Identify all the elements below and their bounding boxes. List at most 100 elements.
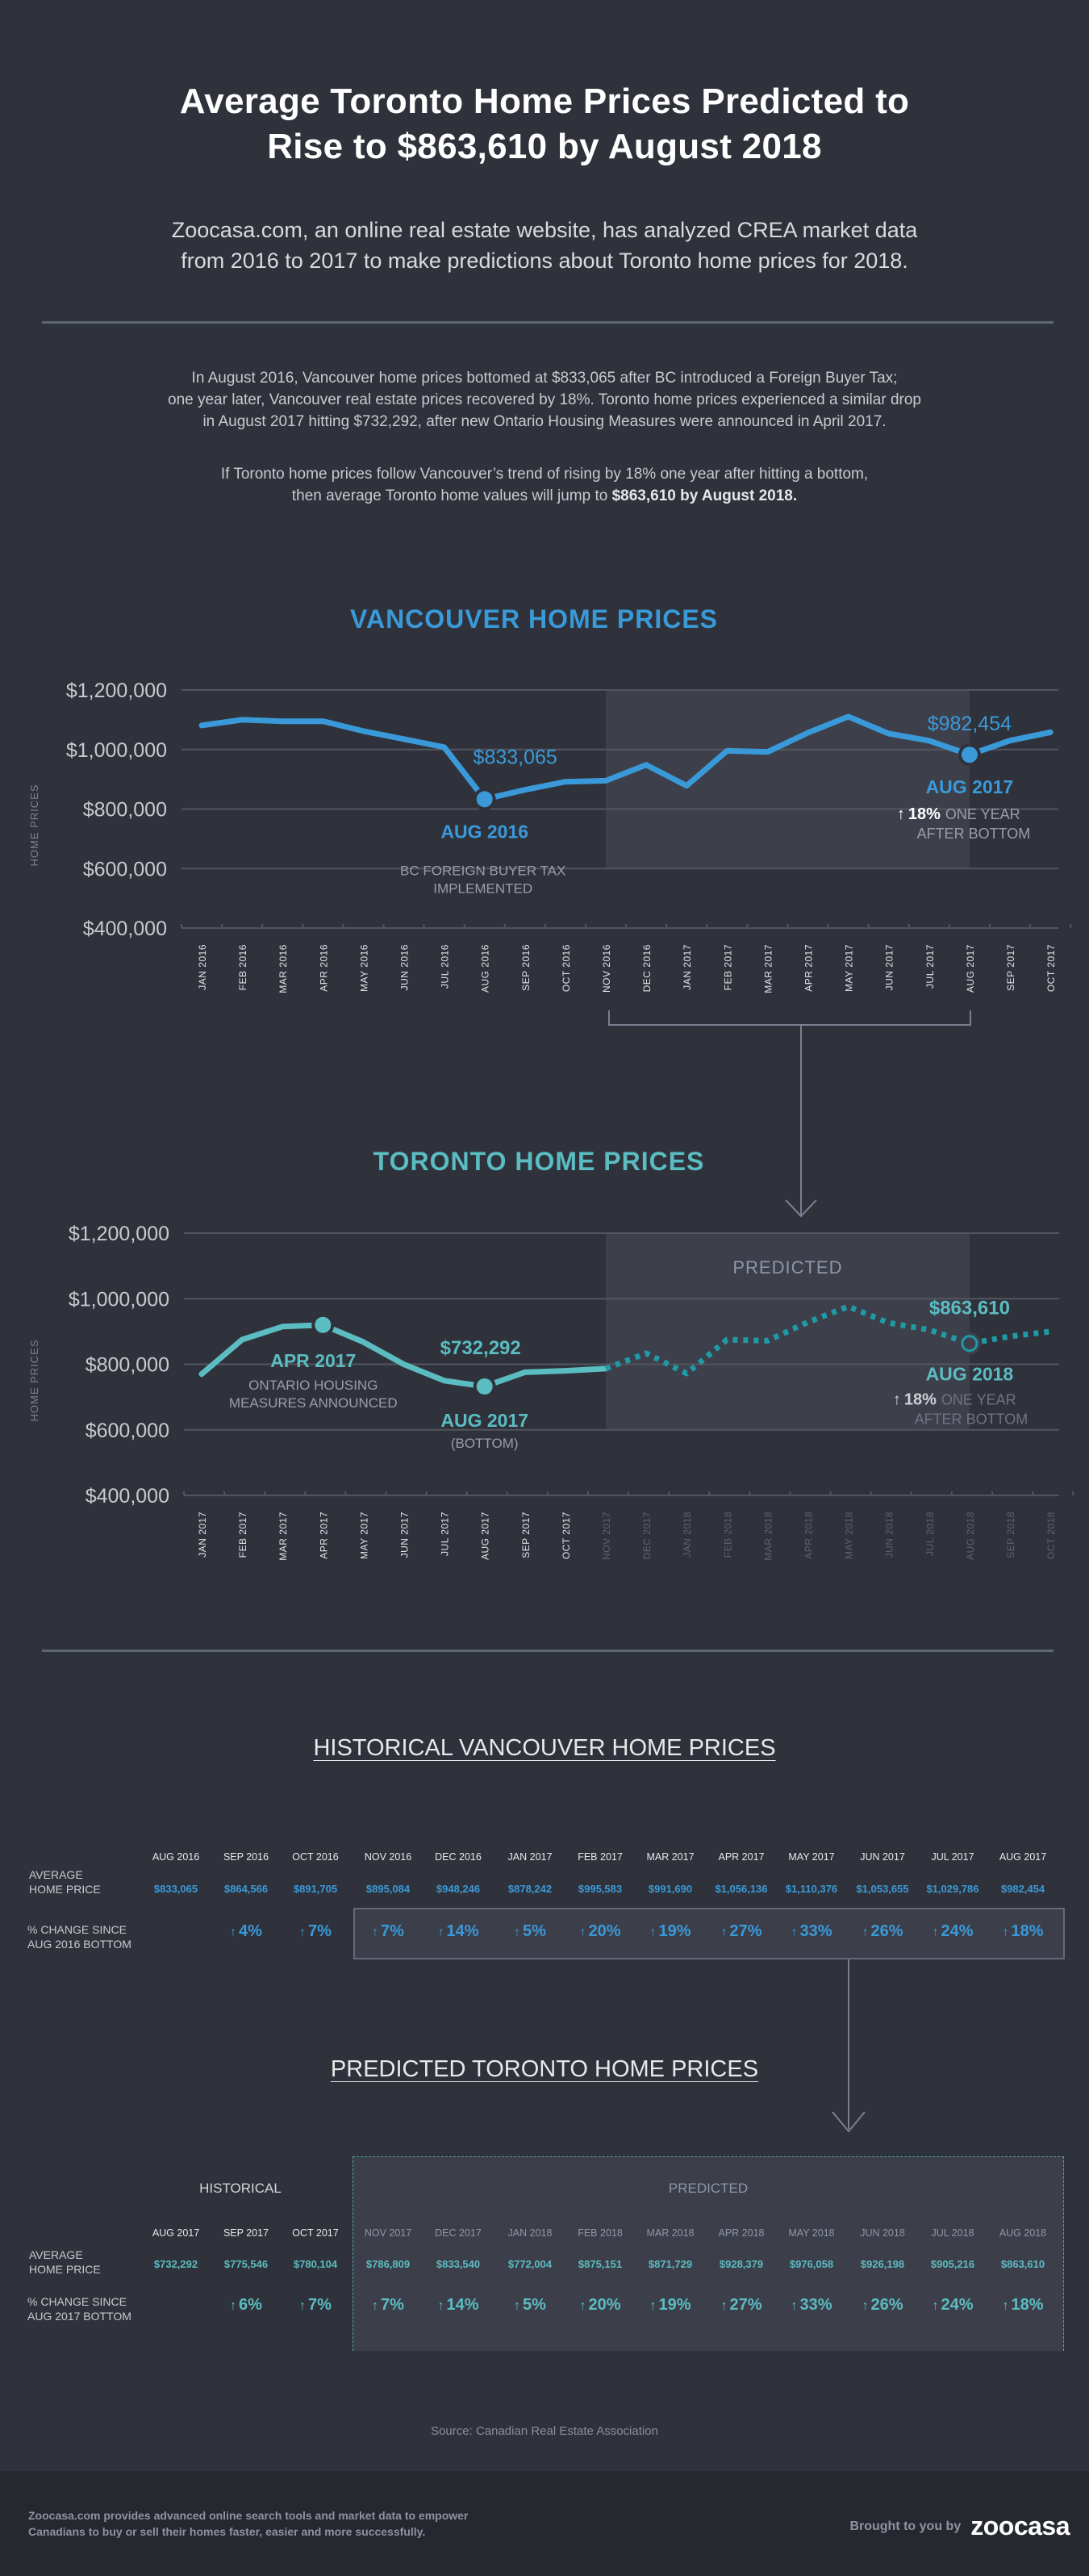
x-tick-label: JAN 2017 [197, 1512, 208, 1558]
series-line-historical [198, 1322, 609, 1390]
series-line-vancouver-average-home-price [198, 713, 1054, 802]
column-header: DEC 2016 [435, 1851, 482, 1863]
price-cell: $871,729 [648, 2258, 693, 2270]
subtitle-line-2: from 2016 to 2017 to make predictions ab… [181, 249, 908, 273]
pct-value: 27% [729, 2296, 762, 2314]
subtitle: Zoocasa.com, an online real estate websi… [0, 215, 1089, 276]
annotation-note: AFTER BOTTOM [915, 1411, 1028, 1428]
x-tick-label: OCT 2016 [561, 944, 572, 992]
arrow-up-icon: ↑ [1002, 1926, 1009, 1939]
price-cell: $1,056,136 [715, 1883, 768, 1895]
pct-change-cell: ↑ 5% [494, 2296, 566, 2315]
x-tick-label: MAR 2017 [277, 1512, 289, 1561]
arrow-up-icon: ↑ [893, 1391, 901, 1409]
vancouver-chart: VANCOUVER HOME PRICES $400,000 $600,000 $80… [28, 604, 1072, 993]
arrow-up-icon: ↑ [720, 2299, 728, 2313]
column-header: APR 2018 [718, 2227, 765, 2239]
annotation-note: IMPLEMENTED [433, 880, 532, 896]
date-label: AUG 2016 [440, 821, 528, 842]
x-tick-label: SEP 2017 [520, 1512, 532, 1558]
annotation-note: BC FOREIGN BUYER TAX [400, 863, 565, 878]
pct-change-cell: ↑ 5% [494, 1922, 566, 1941]
pct-label: 18% [904, 1391, 937, 1409]
pct-change-cell: ↑ 26% [846, 2296, 919, 2315]
pct-value: 20% [588, 2296, 621, 2314]
zoocasa-logo[interactable]: zoocasa [970, 2511, 1070, 2540]
x-tick-label: DEC 2017 [641, 1512, 653, 1559]
price-cell: $786,809 [365, 2258, 411, 2270]
x-tick-label: MAY 2016 [358, 944, 369, 992]
title-line-1: Average Toronto Home Prices Predicted to [179, 82, 910, 121]
vancouver-table-title-wrap: HISTORICAL VANCOUVER HOME PRICES [0, 1735, 1089, 1762]
pct-value: 26% [870, 2296, 903, 2314]
marker-dot [961, 746, 978, 763]
pct-value: 18% [1011, 1922, 1044, 1940]
price-cell: $995,583 [578, 1883, 623, 1895]
pct-change-cell: ↑ 24% [916, 1922, 989, 1941]
predicted-label: PREDICTED [668, 2181, 749, 2196]
arrow-up-icon: ↑ [897, 805, 905, 823]
x-tick-label: JUN 2017 [399, 1512, 411, 1558]
toronto-table-title-wrap: PREDICTED TORONTO HOME PRICES [0, 2056, 1089, 2083]
x-tick-label: JUL 2017 [440, 1512, 451, 1556]
column-header: JUN 2017 [860, 1851, 905, 1863]
arrow-up-icon: ↑ [514, 1926, 521, 1939]
price-cell: $833,540 [436, 2258, 481, 2270]
column-header: AUG 2016 [152, 1851, 200, 1863]
blurb-line: Canadians to buy or sell their homes fas… [28, 2525, 426, 2538]
pct-value: 27% [729, 1922, 762, 1940]
vancouver-pct-highlight-box [353, 1908, 1065, 1959]
price-cell: $1,029,786 [926, 1883, 979, 1895]
x-tick-label: MAY 2017 [358, 1512, 369, 1559]
x-tick-label: MAR 2017 [762, 944, 774, 993]
x-tick-label: AUG 2017 [965, 944, 976, 993]
x-tick-label: OCT 2017 [561, 1512, 572, 1559]
table-connector-line [848, 1959, 849, 2129]
pct-value: 7% [381, 2296, 404, 2314]
x-tick-label: JUL 2017 [924, 944, 936, 989]
x-tick-label: MAY 2017 [844, 944, 855, 992]
arrow-up-icon: ↑ [299, 1926, 307, 1939]
price-cell: $926,198 [860, 2258, 905, 2270]
y-tick-label: $1,200,000 [66, 680, 167, 702]
arrow-up-icon: ↑ [791, 2299, 798, 2313]
x-tick-label: APR 2017 [803, 944, 815, 992]
intro-p1-line-3: in August 2017 hitting $732,292, after n… [202, 413, 887, 430]
price-cell: $991,690 [648, 1883, 693, 1895]
pct-change-cell: ↑ 33% [775, 2296, 848, 2315]
x-tick-label: JUL 2018 [924, 1512, 936, 1556]
price-cell: $976,058 [789, 2258, 834, 2270]
x-tick-label: AUG 2018 [965, 1512, 976, 1560]
arrow-up-icon: ↑ [230, 1926, 237, 1939]
chart-title: TORONTO HOME PRICES [373, 1147, 705, 1176]
column-header: MAR 2018 [646, 2227, 695, 2239]
divider [42, 321, 1054, 324]
pct-label: 18% [908, 805, 941, 823]
pct-value: 5% [523, 1922, 546, 1940]
pct-change-cell: ↑ 7% [352, 2296, 424, 2315]
column-header: AUG 2017 [152, 2227, 200, 2239]
toronto-pct-row-label: % CHANGE SINCE AUG 2017 BOTTOM [27, 2294, 131, 2323]
x-tick-label: AUG 2017 [480, 1512, 491, 1560]
arrow-up-icon: ↑ [791, 1926, 798, 1939]
pct-change-cell: ↑ 18% [987, 1922, 1059, 1941]
column-header: MAR 2017 [646, 1851, 695, 1863]
date-label: APR 2017 [270, 1350, 356, 1371]
x-tick-label: SEP 2018 [1005, 1512, 1016, 1558]
column-header: MAY 2018 [788, 2227, 835, 2239]
x-tick-label: MAR 2018 [762, 1512, 774, 1561]
intro-p2-plain: then average Toronto home values will ju… [291, 487, 612, 504]
x-tick-label: APR 2016 [318, 944, 329, 992]
intro-p2-bold: $863,610 by August 2018. [611, 487, 798, 504]
x-tick-label: JAN 2017 [682, 944, 693, 990]
intro-paragraph-2: If Toronto home prices follow Vancouver’… [0, 463, 1089, 507]
y-axis-title: HOME PRICES [28, 1339, 40, 1421]
intro-paragraph-1: In August 2016, Vancouver home prices bo… [0, 367, 1089, 433]
chart-title: VANCOUVER HOME PRICES [350, 604, 718, 634]
pct-change-cell: ↑ 6% [210, 2296, 282, 2315]
pct-change-cell: ↑ 4% [210, 1922, 282, 1941]
price-cell: $948,246 [436, 1883, 481, 1895]
price-cell: $775,546 [223, 2258, 269, 2270]
intro-p1-line-1: In August 2016, Vancouver home prices bo… [191, 370, 898, 387]
arrow-up-icon: ↑ [299, 2299, 307, 2313]
